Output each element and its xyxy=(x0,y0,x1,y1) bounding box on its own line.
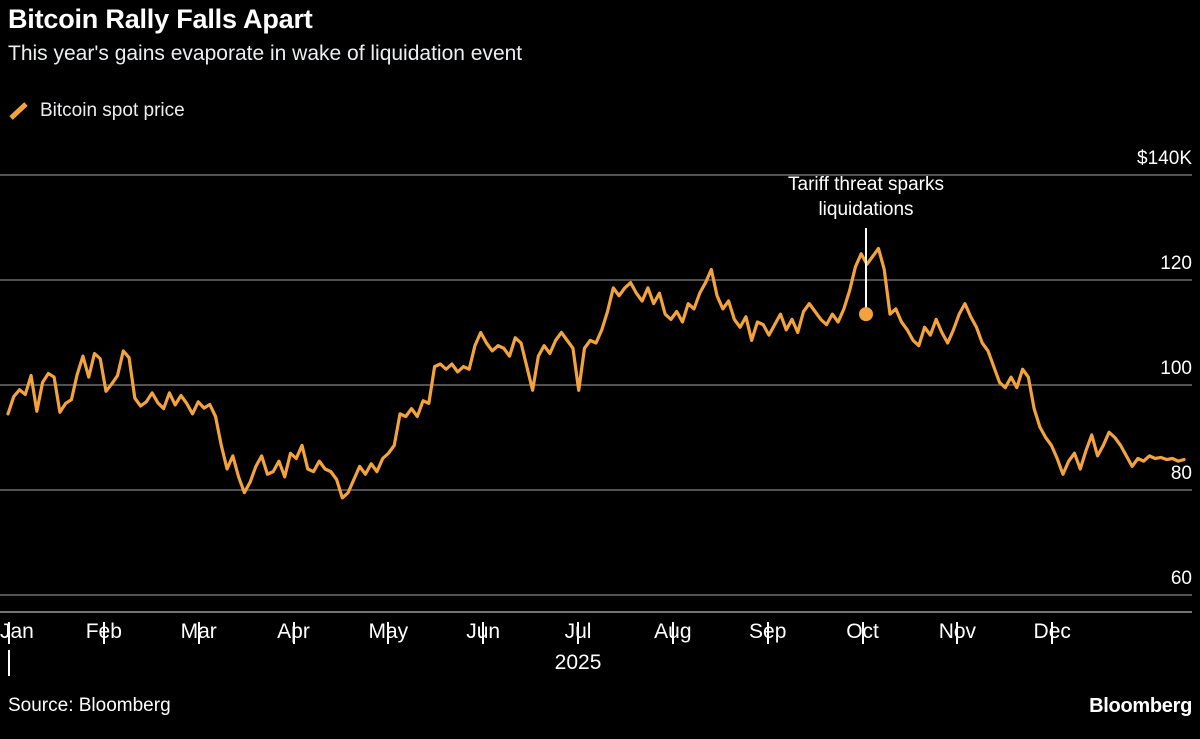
y-axis-tick-80: 80 xyxy=(1170,463,1192,484)
chart-header: Bitcoin Rally Falls Apart This year's ga… xyxy=(8,0,1192,67)
x-axis-tickmark-dec xyxy=(1051,622,1054,644)
legend-label-bitcoin-spot-price: Bitcoin spot price xyxy=(40,100,185,121)
x-axis-tick-may: May xyxy=(368,620,409,643)
x-axis-tickmark-apr xyxy=(292,622,295,644)
x-axis-tickmark-aug xyxy=(671,622,674,644)
x-axis-tick-jun: Jun xyxy=(466,620,501,643)
x-axis-year-stub xyxy=(8,650,10,676)
x-axis-tick-dec: Dec xyxy=(1033,620,1071,643)
x-axis-tick-sep: Sep xyxy=(749,620,787,643)
x-axis-tick-oct: Oct xyxy=(846,620,879,643)
x-axis-tick-nov: Nov xyxy=(938,620,977,643)
x-axis-tick-aug: Aug xyxy=(654,620,692,643)
y-axis-tick-140: $140K xyxy=(1137,148,1192,169)
x-axis-tick-jan: Jan xyxy=(0,620,34,643)
annotation-line-1: Tariff threat sparks xyxy=(788,174,944,195)
x-axis-tickmark-jun xyxy=(482,622,485,644)
x-axis-tickmark-feb xyxy=(102,622,105,644)
y-axis-tick-120: 120 xyxy=(1160,253,1192,274)
x-axis-tick-apr: Apr xyxy=(277,620,310,643)
x-axis-tickmark-nov xyxy=(956,622,959,644)
bloomberg-brand: Bloomberg xyxy=(1089,695,1192,717)
chart-legend: Bitcoin spot price xyxy=(8,98,185,124)
x-axis-tickmark-sep xyxy=(766,622,769,644)
page-subtitle: This year's gains evaporate in wake of l… xyxy=(8,42,523,65)
x-axis-tickmark-jul xyxy=(577,622,580,644)
x-axis-tickmark-may xyxy=(387,622,390,644)
chart-footer: Source: Bloomberg Bloomberg xyxy=(0,694,1200,739)
x-axis-year-label: 2025 xyxy=(554,651,602,674)
x-axis-tickmark-mar xyxy=(197,622,200,644)
annotation-line-2: liquidations xyxy=(818,199,914,220)
page-title: Bitcoin Rally Falls Apart xyxy=(8,4,313,34)
x-axis-tick-jul: Jul xyxy=(564,620,592,643)
y-axis-tick-100: 100 xyxy=(1160,358,1192,379)
x-axis-tick-mar: Mar xyxy=(180,620,217,643)
annotation-label: Tariff threat sparks liquidations xyxy=(788,172,944,222)
source-note: Source: Bloomberg xyxy=(8,695,171,716)
x-axis-tick-feb: Feb xyxy=(85,620,122,643)
x-axis-tickmark-oct xyxy=(861,622,864,644)
line-slash-icon xyxy=(8,100,32,122)
x-axis-tickmark-jan xyxy=(8,622,10,644)
y-axis-tick-60: 60 xyxy=(1170,568,1192,589)
